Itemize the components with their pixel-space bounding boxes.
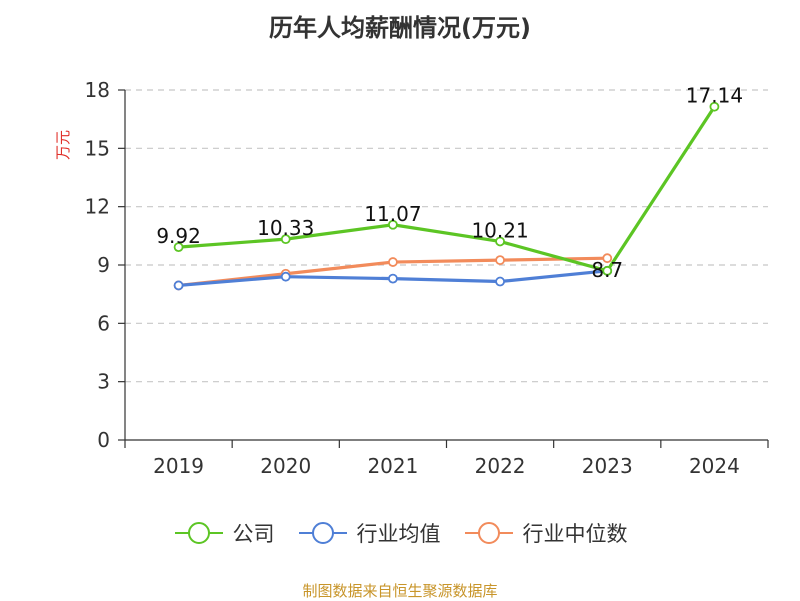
y-tick-label: 3 [97,370,110,394]
source-note: 制图数据来自恒生聚源数据库 [302,582,498,600]
chart-title: 历年人均薪酬情况(万元) [269,14,531,42]
legend-label: 公司 [232,522,275,546]
data-labels: 9.92 10.33 11.07 10.21 8.7 17.14 [156,84,743,282]
legend-line-circle-icon [174,522,223,544]
y-axis-label: 万元 [54,130,72,160]
axes: 0 3 6 9 12 15 18 2019 2020 2021 2022 2023 2024 万元 [54,78,769,478]
data-point [495,255,505,266]
data-point [602,253,613,264]
x-tick-label: 2019 [153,454,204,478]
legend-item-company[interactable]: 公司 [173,518,275,548]
data-point [173,242,184,253]
series-lines [173,101,720,291]
y-tick-label: 12 [85,195,110,219]
x-tick-label: 2022 [475,454,526,478]
legend-line-circle-icon [298,522,347,544]
legend: 公司 行业均值 行业中位数 [0,518,800,548]
legend-item-industry-median[interactable]: 行业中位数 [463,518,628,548]
data-point [388,257,398,267]
legend-item-industry-avg[interactable]: 行业均值 [297,518,441,548]
data-point [388,273,398,284]
legend-label: 行业中位数 [522,522,628,546]
data-label: 10.21 [471,218,528,242]
grid-lines [125,89,768,383]
y-tick-label: 0 [97,428,110,452]
data-point [495,276,505,287]
x-tick-label: 2020 [260,454,311,478]
x-tick-label: 2024 [689,454,740,478]
data-label: 9.92 [156,224,201,248]
data-point [388,219,398,230]
legend-line-circle-icon [464,522,513,544]
series-line [178,105,716,273]
data-point [280,271,291,282]
data-point [709,101,720,112]
x-tick-label: 2023 [582,454,633,478]
x-tick-label: 2021 [367,454,418,478]
data-point [173,280,184,291]
data-label: 8.7 [591,258,623,282]
y-tick-label: 18 [85,78,110,102]
data-point [280,234,291,245]
y-tick-label: 6 [97,311,110,335]
y-tick-label: 15 [85,136,110,160]
legend-label: 行业均值 [356,522,441,546]
data-label: 11.07 [364,202,421,226]
data-label: 10.33 [257,216,314,240]
data-point [602,265,613,276]
y-tick-label: 9 [97,253,110,277]
data-label: 17.14 [686,84,743,108]
data-point [495,236,505,247]
